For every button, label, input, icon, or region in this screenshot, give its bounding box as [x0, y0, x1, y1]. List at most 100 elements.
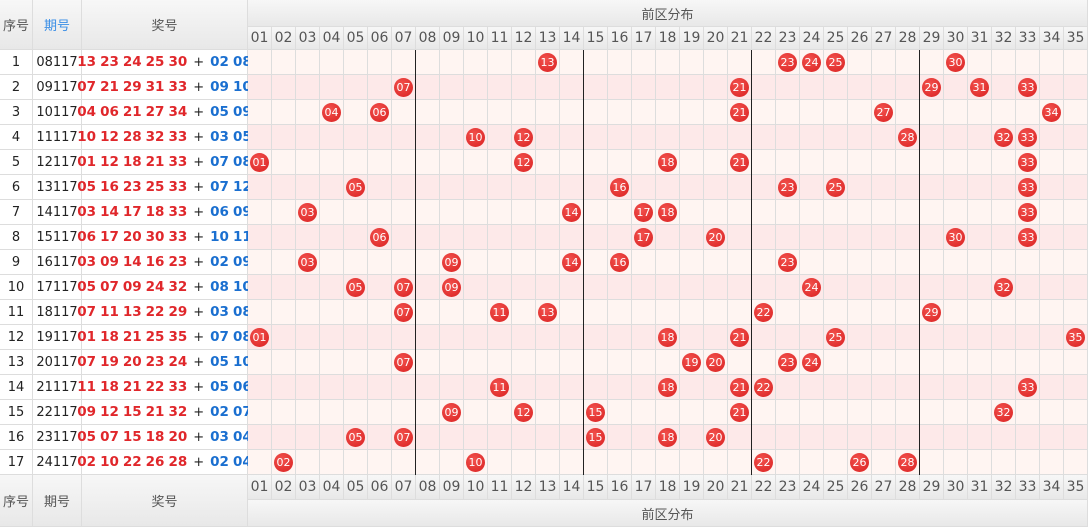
row-numbers: 05 16 23 25 33 +07 12	[77, 175, 252, 200]
distribution-cell	[680, 425, 704, 450]
distribution-cell	[632, 75, 656, 100]
distribution-cell	[416, 125, 440, 150]
front-number: 25	[145, 179, 165, 195]
front-number: 22	[145, 304, 165, 320]
distribution-cell	[704, 75, 728, 100]
column-number: 04	[320, 475, 344, 500]
distribution-cell	[272, 175, 296, 200]
distribution-cell: 33	[1016, 175, 1040, 200]
ball: 23	[778, 177, 797, 197]
distribution-cell	[296, 325, 320, 350]
column-number: 29	[920, 27, 944, 50]
front-number: 23	[122, 179, 142, 195]
distribution-cell	[608, 100, 632, 125]
distribution-cell	[608, 300, 632, 325]
front-number: 17	[122, 204, 142, 220]
distribution-cell	[392, 150, 416, 175]
front-number: 24	[122, 54, 142, 70]
distribution-cell	[1016, 425, 1040, 450]
back-number: 10	[232, 79, 252, 95]
distribution-cell	[704, 375, 728, 400]
front-number: 01	[77, 154, 97, 170]
column-number: 28	[896, 475, 920, 500]
distribution-cell: 01	[248, 150, 272, 175]
distribution-cell	[704, 400, 728, 425]
front-number: 21	[100, 79, 119, 95]
distribution-cell	[632, 50, 656, 75]
back-number: 05	[210, 354, 229, 370]
front-number: 11	[100, 304, 119, 320]
front-number: 22	[145, 379, 165, 395]
distribution-cell	[512, 100, 536, 125]
distribution-cell	[584, 275, 608, 300]
column-number: 09	[440, 27, 464, 50]
distribution-cell	[1064, 275, 1088, 300]
ball: 32	[994, 277, 1013, 297]
row-numbers: 09 12 15 21 32 +02 07	[77, 400, 252, 425]
distribution-cell: 25	[824, 50, 848, 75]
distribution-cell	[296, 100, 320, 125]
distribution-cell	[848, 425, 872, 450]
column-number: 17	[632, 27, 656, 50]
distribution-cell	[920, 50, 944, 75]
distribution-cell: 21	[728, 75, 752, 100]
distribution-cell	[848, 400, 872, 425]
distribution-cell	[488, 225, 512, 250]
distribution-cell	[272, 375, 296, 400]
distribution-cell	[1064, 200, 1088, 225]
distribution-cell	[536, 250, 560, 275]
front-number: 21	[122, 104, 142, 120]
row-period: 16117	[33, 250, 82, 275]
distribution-cell	[872, 350, 896, 375]
distribution-cell	[416, 300, 440, 325]
distribution-cell	[776, 100, 800, 125]
ball: 04	[322, 102, 341, 122]
front-number: 24	[168, 354, 188, 370]
distribution-cell	[416, 225, 440, 250]
distribution-cell	[560, 300, 584, 325]
front-number: 12	[100, 154, 119, 170]
row-index: 15	[0, 400, 33, 425]
ball: 03	[298, 202, 317, 222]
front-number: 24	[145, 279, 165, 295]
back-number: 09	[232, 254, 252, 270]
distribution-cell	[680, 325, 704, 350]
distribution-cell	[992, 50, 1016, 75]
column-number: 28	[896, 27, 920, 50]
ball: 25	[826, 327, 845, 347]
back-number: 02	[210, 454, 229, 470]
front-number: 12	[100, 404, 119, 420]
distribution-cell	[464, 150, 488, 175]
distribution-cell	[248, 175, 272, 200]
column-number: 30	[944, 27, 968, 50]
distribution-cell	[752, 75, 776, 100]
distribution-cell	[320, 175, 344, 200]
column-number: 24	[800, 475, 824, 500]
back-number: 07	[210, 329, 229, 345]
distribution-cell	[680, 75, 704, 100]
distribution-cell	[896, 425, 920, 450]
back-number: 08	[232, 304, 252, 320]
front-number: 25	[145, 54, 165, 70]
ball: 30	[946, 52, 965, 72]
distribution-cell	[968, 50, 992, 75]
distribution-cell	[272, 425, 296, 450]
distribution-cell	[680, 150, 704, 175]
column-number: 33	[1016, 27, 1040, 50]
row-numbers: 11 18 21 22 33 +05 06	[77, 375, 252, 400]
distribution-cell	[320, 425, 344, 450]
distribution-cell	[1064, 150, 1088, 175]
distribution-cell	[824, 225, 848, 250]
distribution-cell: 17	[632, 200, 656, 225]
distribution-cell	[464, 425, 488, 450]
distribution-cell	[1064, 100, 1088, 125]
distribution-cell	[824, 75, 848, 100]
back-number: 05	[232, 129, 252, 145]
distribution-cell	[872, 425, 896, 450]
distribution-cell	[320, 350, 344, 375]
column-number: 02	[272, 27, 296, 50]
ball: 02	[274, 452, 293, 472]
distribution-cell	[272, 225, 296, 250]
front-number: 07	[77, 354, 97, 370]
distribution-cell	[1040, 200, 1064, 225]
